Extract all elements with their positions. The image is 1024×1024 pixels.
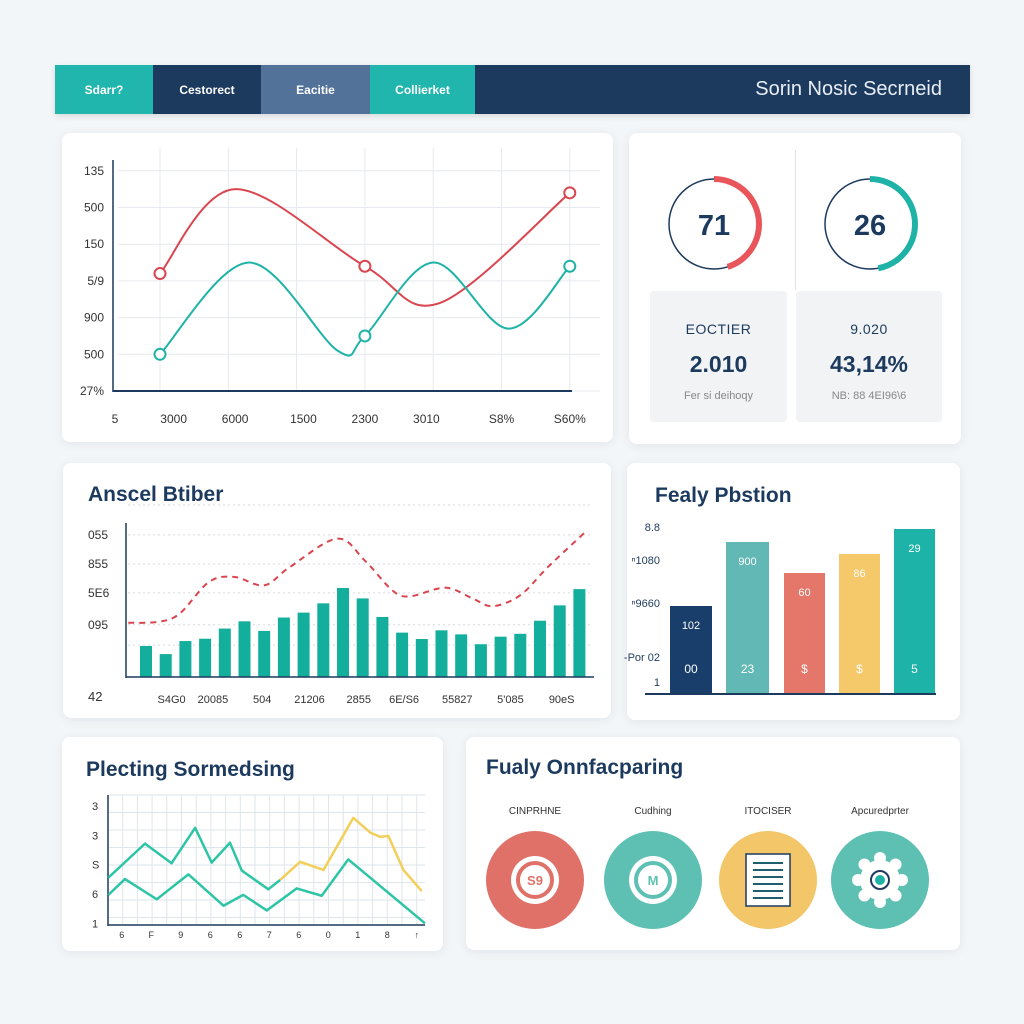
stat-value: 43,14%	[829, 351, 908, 377]
nav-title: Sorin Nosic Secrneid	[755, 78, 942, 100]
stat-caption: NB: 88 4EI96\6	[831, 390, 907, 402]
stat-value: 2.010	[689, 351, 748, 377]
bar-line-card: Anscel Btiber	[63, 463, 611, 718]
stat-label: EOCTIER	[685, 321, 752, 337]
position-card: Fealy Pbstion	[627, 463, 960, 720]
onboarding-label: CINPRHNE	[508, 806, 562, 817]
line-chart-card	[62, 133, 613, 442]
tab-collierket[interactable]: Collierket	[370, 65, 475, 114]
kpi-divider	[795, 150, 796, 290]
onboarding-label: Apcuredprter	[851, 806, 909, 817]
stat-label: 9.020	[850, 321, 888, 337]
tab-sdarr[interactable]: Sdarr?	[55, 65, 153, 114]
panel-title: Fealy Pbstion	[655, 484, 792, 507]
panel-title: Anscel Btiber	[88, 483, 224, 506]
panel-title: Fualy Onnfacparing	[486, 756, 684, 779]
stat-caption: Fer si deihoqy	[683, 390, 754, 402]
onboarding-card: Fualy Onnfacparing CINPRHNE Cudhing ITOC…	[466, 737, 960, 950]
panel-title: Plecting Sormedsing	[86, 758, 295, 781]
tab-eacitie[interactable]: Eacitie	[261, 65, 370, 114]
top-nav-bar: Sdarr? Cestorect Eacitie Collierket Sori…	[55, 65, 970, 114]
tab-cestorect[interactable]: Cestorect	[153, 65, 261, 114]
spending-card: Plecting Sormedsing	[62, 737, 443, 951]
stat-box-right: 9.020 43,14% NB: 88 4EI96\6	[796, 291, 942, 422]
stat-box-left: EOCTIER 2.010 Fer si deihoqy	[650, 291, 787, 422]
onboarding-label: Cudhing	[634, 806, 672, 817]
kpi-card: EOCTIER 2.010 Fer si deihoqy 9.020 43,14…	[629, 133, 961, 444]
onboarding-label: ITOCISER	[744, 806, 792, 817]
